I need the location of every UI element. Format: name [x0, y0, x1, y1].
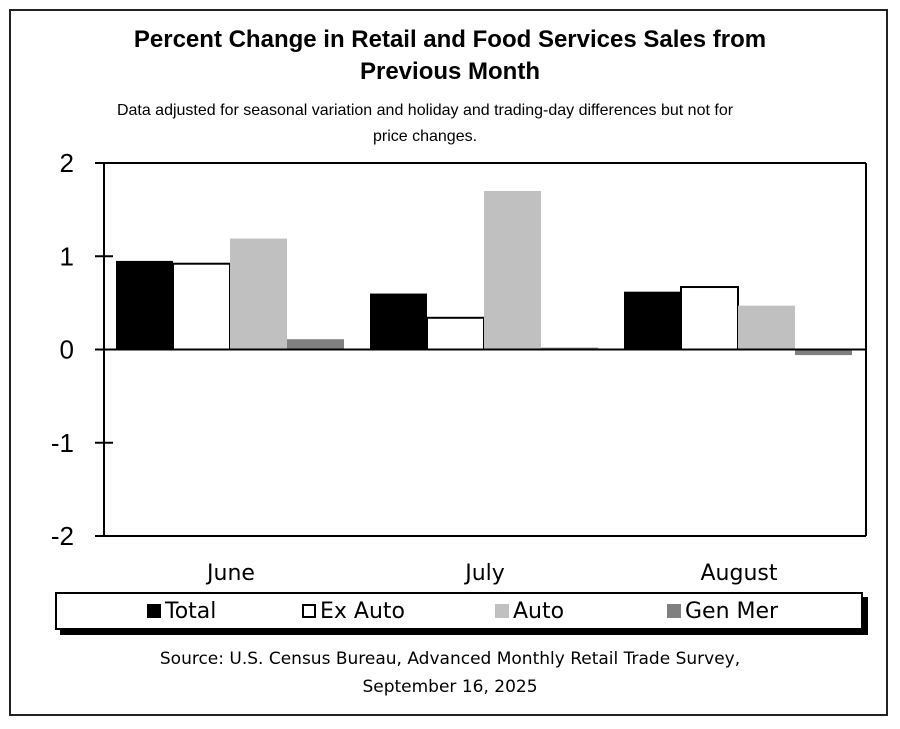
subtitle-line-2: price changes. [372, 128, 478, 145]
bar-ex-auto-june [172, 262, 231, 351]
legend-item-auto: Auto [495, 599, 564, 624]
x-tick-label: June [205, 561, 255, 586]
source-line-2: September 16, 2025 [362, 677, 538, 697]
legend-label: Ex Auto [320, 598, 405, 624]
bar-total-august [624, 291, 681, 350]
y-tick-label: -1 [51, 428, 74, 458]
legend-item-gen-mer: Gen Mer [667, 599, 778, 624]
y-tick-label: 2 [60, 148, 74, 178]
subtitle-line-1: Data adjusted for seasonal variation and… [116, 102, 734, 119]
source-line-1: Source: U.S. Census Bureau, Advanced Mon… [159, 649, 741, 669]
bar-gen-mer-june [287, 339, 344, 350]
bar-ex-auto-july [426, 316, 485, 351]
y-tick-label: -2 [51, 521, 74, 551]
legend: Total Ex Auto Auto Gen Mer [55, 592, 863, 630]
legend-item-ex-auto: Ex Auto [302, 599, 405, 624]
legend-label: Auto [513, 598, 565, 624]
bar-ex-auto-august [680, 286, 739, 351]
bar-auto-august [738, 305, 795, 350]
x-tick-label: August [701, 561, 778, 586]
legend-label: Gen Mer [685, 598, 779, 624]
bar-auto-july [484, 190, 541, 350]
bar-auto-june [230, 238, 287, 350]
bar-total-july [370, 293, 427, 350]
chart-frame [9, 9, 888, 716]
x-tick-label: July [463, 561, 505, 586]
legend-swatch [667, 604, 681, 618]
y-tick-label: 1 [60, 241, 74, 271]
legend-swatch [147, 604, 161, 618]
legend-item-total: Total [147, 599, 216, 624]
bar-gen-mer-august [795, 349, 852, 356]
y-tick-label: 0 [60, 335, 74, 365]
bar-total-june [116, 260, 173, 350]
legend-swatch [302, 604, 316, 618]
title-line-1: Percent Change in Retail and Food Servic… [133, 26, 767, 53]
title-line-2: Previous Month [359, 58, 540, 85]
legend-label: Total [165, 598, 217, 624]
chart-subtitle: Data adjusted for seasonal variation and… [0, 98, 850, 150]
legend-swatch [495, 604, 509, 618]
source-note: Source: U.S. Census Bureau, Advanced Mon… [0, 645, 900, 701]
chart-title: Percent Change in Retail and Food Servic… [0, 24, 900, 88]
